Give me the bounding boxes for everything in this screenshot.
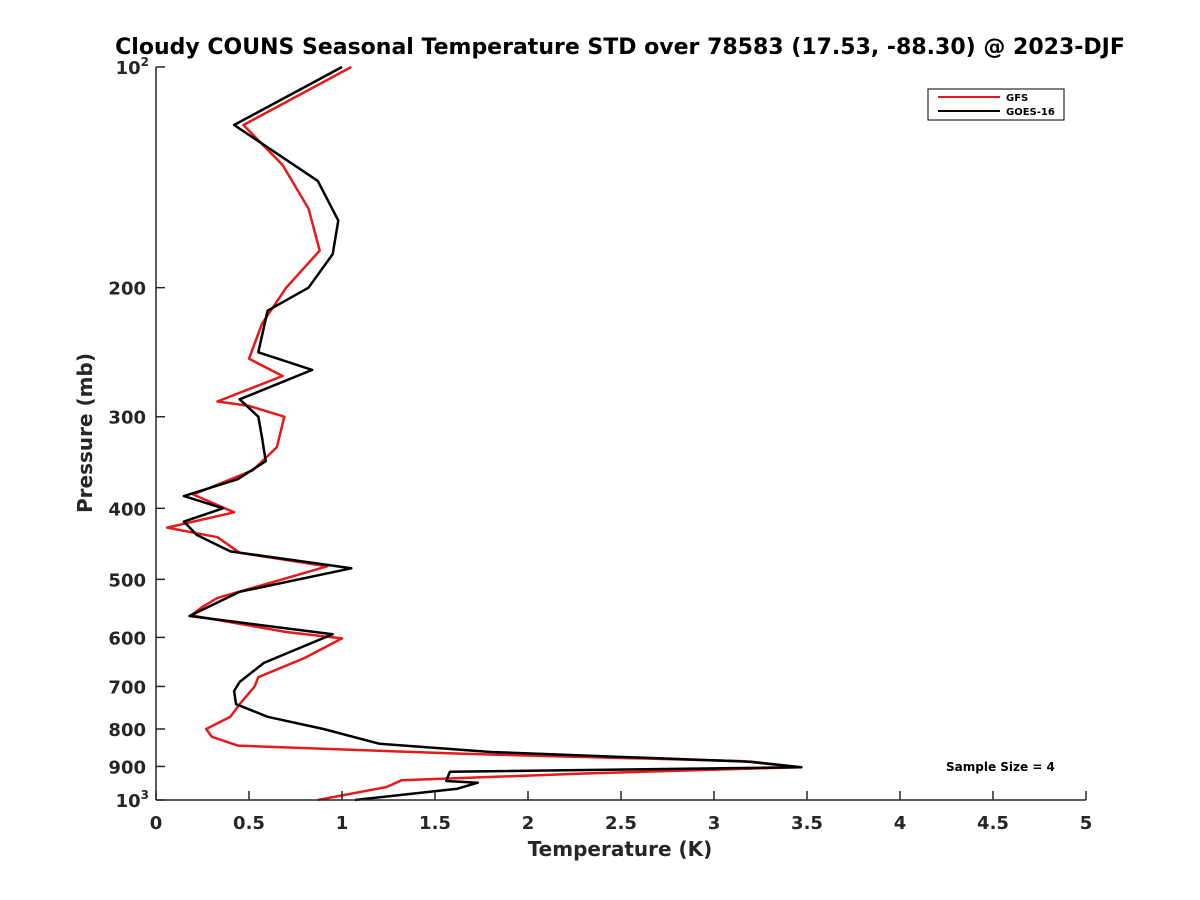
y-axis-ticks: 102 200 300 400 500 600 700 800 900 103 — [108, 55, 165, 812]
x-tick-label: 1.5 — [419, 813, 451, 834]
x-tick-label: 1 — [336, 813, 349, 834]
x-tick-label: 0 — [150, 813, 163, 834]
y-tick-label: 300 — [108, 408, 146, 429]
x-tick-label: 5 — [1080, 813, 1093, 834]
y-tick-label: 102 — [116, 55, 149, 79]
sample-size-annotation: Sample Size = 4 — [946, 760, 1055, 774]
x-tick-label: 2 — [522, 813, 535, 834]
x-tick-label: 4 — [894, 813, 907, 834]
legend-label-gfs: GFS — [1006, 93, 1028, 104]
y-tick-label: 200 — [108, 279, 146, 300]
x-axis-label: Temperature (K) — [528, 837, 713, 861]
y-tick-label: 600 — [108, 628, 146, 649]
plot-area — [156, 67, 1086, 800]
y-tick-label: 400 — [108, 499, 146, 520]
y-tick-label: 700 — [108, 677, 146, 698]
y-axis-label: Pressure (mb) — [73, 353, 97, 513]
x-tick-label: 0.5 — [233, 813, 265, 834]
x-axis-ticks: 0 0.5 1 1.5 2 2.5 3 3.5 4 4.5 5 — [150, 791, 1093, 834]
legend: GFS GOES-16 — [927, 88, 1065, 121]
x-tick-label: 3.5 — [791, 813, 823, 834]
chart-title: Cloudy COUNS Seasonal Temperature STD ov… — [115, 35, 1125, 60]
y-tick-label: 900 — [108, 757, 146, 778]
legend-box — [927, 88, 1065, 121]
x-tick-label: 4.5 — [977, 813, 1009, 834]
x-tick-label: 3 — [708, 813, 721, 834]
series-line-goes-16 — [182, 65, 803, 802]
y-tick-label: 103 — [116, 788, 149, 812]
legend-label-goes16: GOES-16 — [1006, 107, 1055, 118]
series-lines — [165, 65, 803, 802]
x-tick-label: 2.5 — [605, 813, 637, 834]
y-tick-label: 500 — [108, 570, 146, 591]
y-tick-label: 800 — [108, 720, 146, 741]
series-line-gfs — [165, 65, 799, 802]
